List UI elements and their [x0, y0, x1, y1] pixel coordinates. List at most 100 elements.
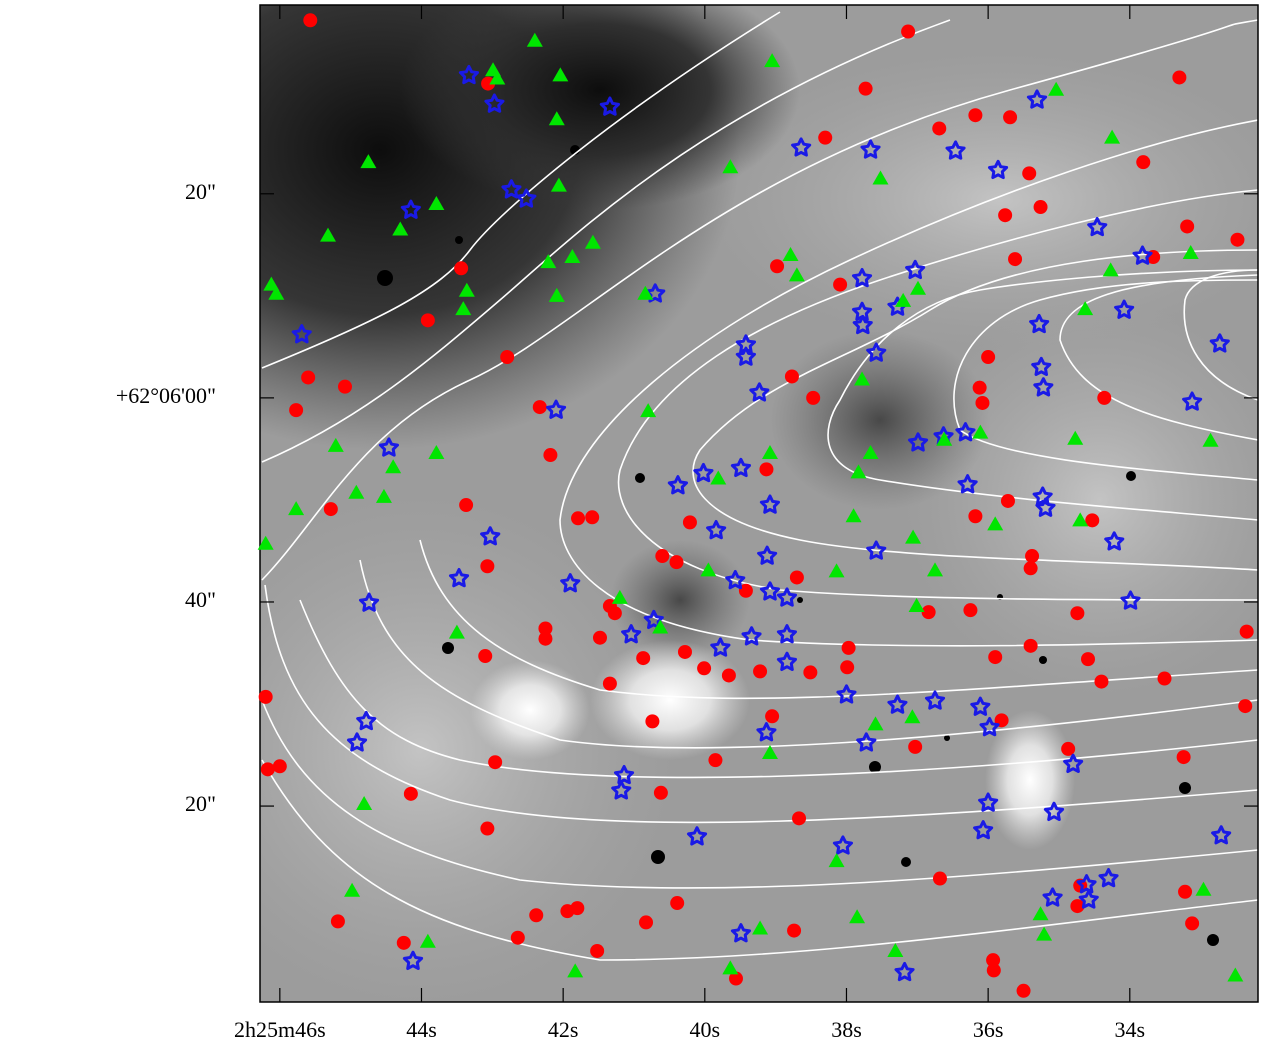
source-star: [614, 765, 635, 785]
source-triangle: [905, 529, 922, 544]
source-circle: [543, 448, 558, 463]
source-circle: [988, 650, 1003, 665]
source-triangle: [927, 562, 944, 577]
source-star: [546, 399, 567, 419]
source-triangle: [1048, 81, 1065, 96]
source-circle: [1016, 983, 1031, 998]
source-circle: [1178, 884, 1193, 899]
source-triangle: [752, 920, 769, 935]
source-circle: [840, 660, 855, 675]
source-star: [776, 624, 797, 644]
source-triangle: [862, 444, 879, 459]
source-circle: [677, 644, 692, 659]
source-circle: [1185, 916, 1200, 931]
source-triangle: [1032, 906, 1049, 921]
source-circle: [986, 953, 1001, 968]
source-circle: [1230, 232, 1245, 247]
source-circle: [708, 753, 723, 768]
source-star: [1042, 887, 1063, 907]
source-circle: [986, 963, 1001, 978]
source-star: [1182, 391, 1203, 411]
source-star: [706, 520, 727, 540]
source-circle: [728, 971, 743, 986]
source-triangle: [385, 459, 402, 474]
source-circle: [1023, 638, 1038, 653]
source-circle: [532, 400, 547, 415]
source-triangle: [1067, 430, 1084, 445]
source-circle: [818, 130, 833, 145]
source-star: [1063, 753, 1084, 773]
source-circle: [998, 208, 1013, 223]
source-star: [791, 137, 812, 157]
source-circle: [403, 786, 418, 801]
source-triangle: [564, 249, 581, 264]
source-triangle: [872, 170, 889, 185]
source-star: [611, 780, 632, 800]
source-star: [860, 139, 881, 159]
source-star: [1087, 217, 1108, 237]
source-star: [347, 732, 368, 752]
source-circle: [1023, 561, 1038, 576]
source-circle: [303, 13, 318, 28]
source-circle: [670, 896, 685, 911]
source-circle: [258, 689, 273, 704]
source-triangle: [854, 371, 871, 386]
source-star: [667, 475, 688, 495]
source-triangle: [845, 508, 862, 523]
source-triangle: [428, 444, 445, 459]
source-star: [1211, 825, 1232, 845]
source-circle: [1022, 166, 1037, 181]
source-triangle: [327, 437, 344, 452]
source-circle: [1172, 70, 1187, 85]
source-triangle: [1195, 881, 1212, 896]
source-triangle: [344, 882, 361, 897]
source-star: [905, 259, 926, 280]
source-circle: [459, 498, 474, 513]
source-triangle: [652, 619, 669, 634]
source-circle: [653, 785, 668, 800]
source-circle: [806, 390, 821, 405]
source-circle: [1176, 750, 1191, 765]
source-circle: [592, 630, 607, 645]
source-circle: [932, 871, 947, 886]
source-circle: [753, 664, 768, 679]
source-star: [291, 324, 312, 344]
source-circle: [963, 603, 978, 618]
source-triangle: [611, 589, 628, 604]
source-star: [687, 826, 708, 846]
x-tick-label: 34s: [1115, 1017, 1146, 1042]
source-circle: [972, 380, 987, 395]
source-star: [1114, 299, 1135, 319]
source-circle: [454, 261, 469, 276]
source-star: [776, 587, 797, 607]
source-star: [955, 422, 976, 442]
source-circle: [921, 605, 936, 620]
source-circle: [570, 901, 585, 916]
source-circle: [478, 649, 493, 664]
source-star: [1209, 333, 1230, 353]
source-star: [776, 651, 797, 671]
source-triangle: [849, 909, 866, 924]
source-circle: [420, 313, 435, 328]
source-star: [1043, 801, 1065, 821]
source-star: [1104, 531, 1125, 551]
source-triangle: [722, 159, 739, 174]
source-triangle: [828, 853, 845, 868]
source-triangle: [548, 287, 565, 302]
source-circle: [1081, 652, 1096, 667]
source-circle: [932, 121, 947, 136]
source-triangle: [722, 960, 739, 975]
source-triangle: [761, 745, 778, 760]
source-circle: [639, 915, 654, 930]
source-triangle: [887, 942, 904, 957]
source-circle: [770, 259, 785, 274]
source-circle: [289, 403, 304, 418]
source-star: [1120, 590, 1141, 610]
source-star: [501, 179, 522, 199]
source-circle: [480, 821, 495, 836]
source-circle: [841, 640, 856, 655]
source-triangle: [910, 280, 927, 295]
source-star: [1032, 486, 1053, 506]
source-circle: [968, 108, 983, 123]
